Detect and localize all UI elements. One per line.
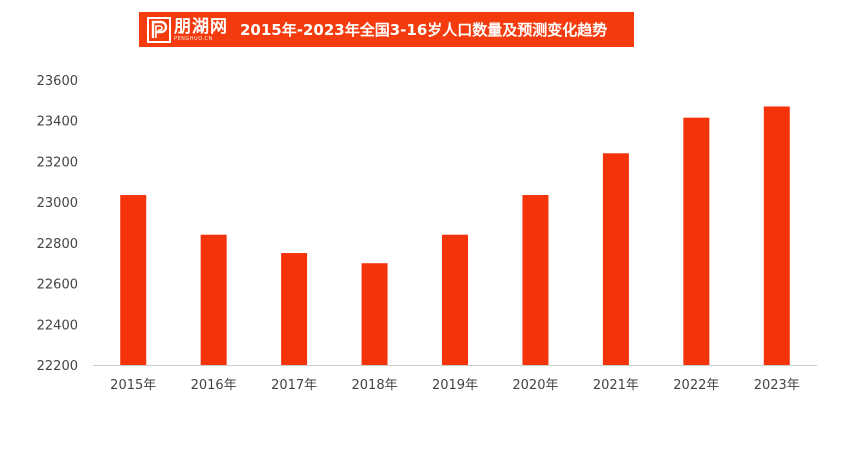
bar: [522, 195, 549, 365]
x-tick-label: 2019年: [432, 378, 478, 393]
bar: [602, 153, 629, 365]
y-tick-label: 23400: [37, 115, 78, 130]
y-tick-label: 22200: [37, 359, 78, 374]
x-tick-label: 2017年: [271, 378, 317, 393]
y-tick-label: 22600: [37, 278, 78, 293]
bar: [442, 234, 468, 365]
x-tick-label: 2023年: [754, 378, 800, 393]
x-tick-label: 2020年: [512, 378, 558, 393]
logo-name: 朋湖网: [174, 16, 228, 37]
logo-domain: PENGHUO.CN: [174, 35, 213, 42]
bar: [200, 234, 227, 365]
y-tick-label: 23000: [37, 196, 78, 211]
bars: [120, 106, 790, 366]
chart-title: 2015年-2023年全国3-16岁人口数量及预测变化趋势: [240, 21, 608, 39]
title-banner: 朋湖网 PENGHUO.CN 2015年-2023年全国3-16岁人口数量及预测…: [139, 12, 634, 47]
logo: 朋湖网 PENGHUO.CN: [147, 16, 228, 43]
x-tick-label: 2016年: [191, 378, 237, 393]
y-tick-label: 23600: [37, 74, 78, 89]
y-tick-label: 22800: [37, 237, 78, 252]
x-axis: 2015年 2016年 2017年 2018年 2019年 2020年 2021年 2022年…: [110, 378, 800, 393]
logo-mark-icon: [147, 16, 171, 43]
bar: [281, 253, 308, 365]
y-tick-label: 22400: [37, 318, 78, 333]
bar: [683, 117, 710, 366]
y-axis: 22200 22400 22600 22800 23000 23200 23400 23600: [37, 74, 78, 374]
bar: [763, 106, 790, 365]
y-tick-label: 23200: [37, 155, 78, 170]
x-tick-label: 2018年: [352, 378, 398, 393]
x-tick-label: 2022年: [673, 378, 719, 393]
x-tick-label: 2021年: [593, 378, 639, 393]
x-tick-label: 2015年: [110, 378, 156, 393]
bar: [361, 263, 388, 365]
bar: [120, 195, 147, 365]
